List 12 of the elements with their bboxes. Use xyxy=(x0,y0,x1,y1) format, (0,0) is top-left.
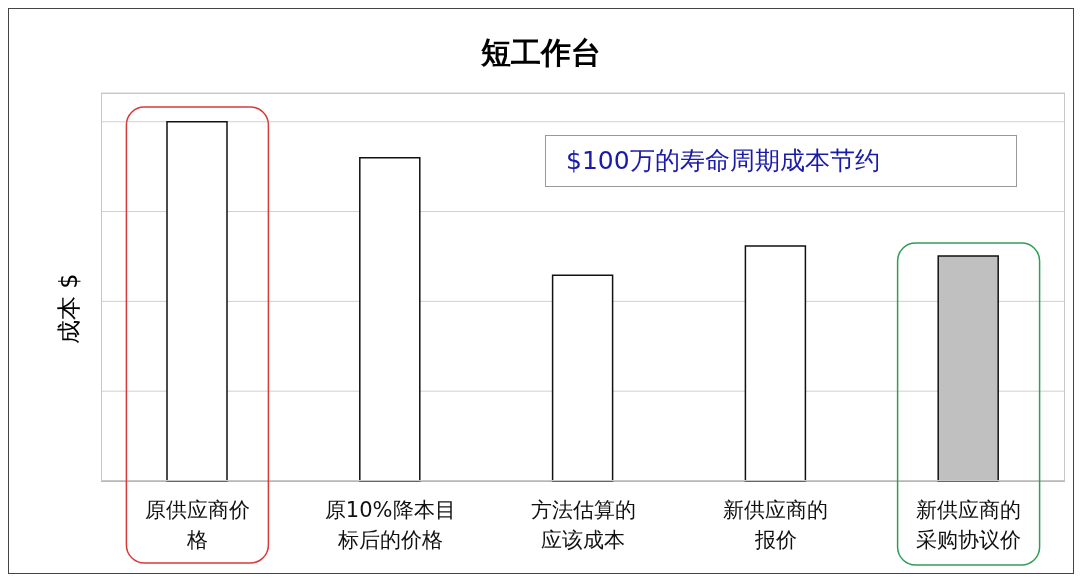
y-axis-title: 成本 $ xyxy=(54,273,84,345)
bar xyxy=(744,245,807,482)
x-tick-label: 新供应商的采购协议价 xyxy=(916,498,1022,552)
text-box: $100万的寿命周期成本节约 xyxy=(545,135,1017,187)
bar xyxy=(359,156,421,482)
x-tick-label: 原10%降本目标后的价格 xyxy=(324,498,456,552)
bar xyxy=(551,274,614,482)
x-tick-label: 新供应商的报价 xyxy=(723,498,829,552)
x-tick-label: 方法估算的应该成本 xyxy=(530,498,636,552)
x-tick-label: 原供应商价格 xyxy=(144,498,250,552)
bar xyxy=(166,120,228,482)
chart-title: 短工作台 xyxy=(480,34,602,72)
